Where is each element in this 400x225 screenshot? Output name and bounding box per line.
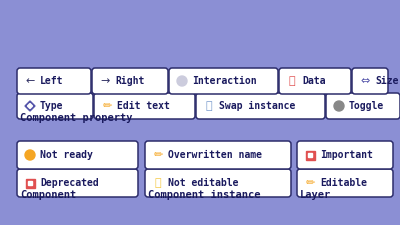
Bar xyxy=(26,178,34,187)
Text: Interaction: Interaction xyxy=(192,76,257,86)
FancyBboxPatch shape xyxy=(169,68,278,94)
Circle shape xyxy=(334,101,344,111)
Text: Overwritten name: Overwritten name xyxy=(168,150,262,160)
Bar xyxy=(308,153,312,157)
FancyBboxPatch shape xyxy=(17,68,91,94)
Text: Right: Right xyxy=(115,76,144,86)
Bar xyxy=(306,151,314,160)
FancyBboxPatch shape xyxy=(92,68,168,94)
Text: Left: Left xyxy=(40,76,64,86)
FancyBboxPatch shape xyxy=(17,141,138,169)
Text: Layer: Layer xyxy=(300,190,331,200)
Bar xyxy=(28,181,32,185)
FancyBboxPatch shape xyxy=(279,68,351,94)
Text: Component property: Component property xyxy=(20,113,132,123)
Text: 📈: 📈 xyxy=(289,76,295,86)
Text: ⇔: ⇔ xyxy=(360,76,370,86)
Circle shape xyxy=(177,76,187,86)
Text: ←: ← xyxy=(25,76,35,86)
FancyBboxPatch shape xyxy=(297,169,393,197)
Text: 🖥: 🖥 xyxy=(206,101,212,111)
Text: Type: Type xyxy=(40,101,64,111)
Text: Swap instance: Swap instance xyxy=(219,101,295,111)
Text: ✏: ✏ xyxy=(102,101,112,111)
Text: Editable: Editable xyxy=(320,178,367,188)
Text: Deprecated: Deprecated xyxy=(40,178,99,188)
Text: Component instance: Component instance xyxy=(148,190,260,200)
Text: →: → xyxy=(100,76,110,86)
Text: Component: Component xyxy=(20,190,76,200)
Text: 🔒: 🔒 xyxy=(155,178,161,188)
Text: Toggle: Toggle xyxy=(349,101,384,111)
FancyBboxPatch shape xyxy=(297,141,393,169)
Text: Data: Data xyxy=(302,76,326,86)
Circle shape xyxy=(25,150,35,160)
Text: Size: Size xyxy=(375,76,398,86)
Text: ✏: ✏ xyxy=(305,178,315,188)
Text: Not ready: Not ready xyxy=(40,150,93,160)
Polygon shape xyxy=(28,104,32,108)
Text: Edit text: Edit text xyxy=(117,101,170,111)
FancyBboxPatch shape xyxy=(17,93,93,119)
FancyBboxPatch shape xyxy=(145,169,291,197)
Text: Not editable: Not editable xyxy=(168,178,238,188)
Text: ✏: ✏ xyxy=(153,150,163,160)
Polygon shape xyxy=(25,101,35,111)
Text: Important: Important xyxy=(320,150,373,160)
FancyBboxPatch shape xyxy=(145,141,291,169)
FancyBboxPatch shape xyxy=(352,68,388,94)
FancyBboxPatch shape xyxy=(196,93,325,119)
FancyBboxPatch shape xyxy=(94,93,195,119)
FancyBboxPatch shape xyxy=(17,169,138,197)
FancyBboxPatch shape xyxy=(326,93,400,119)
